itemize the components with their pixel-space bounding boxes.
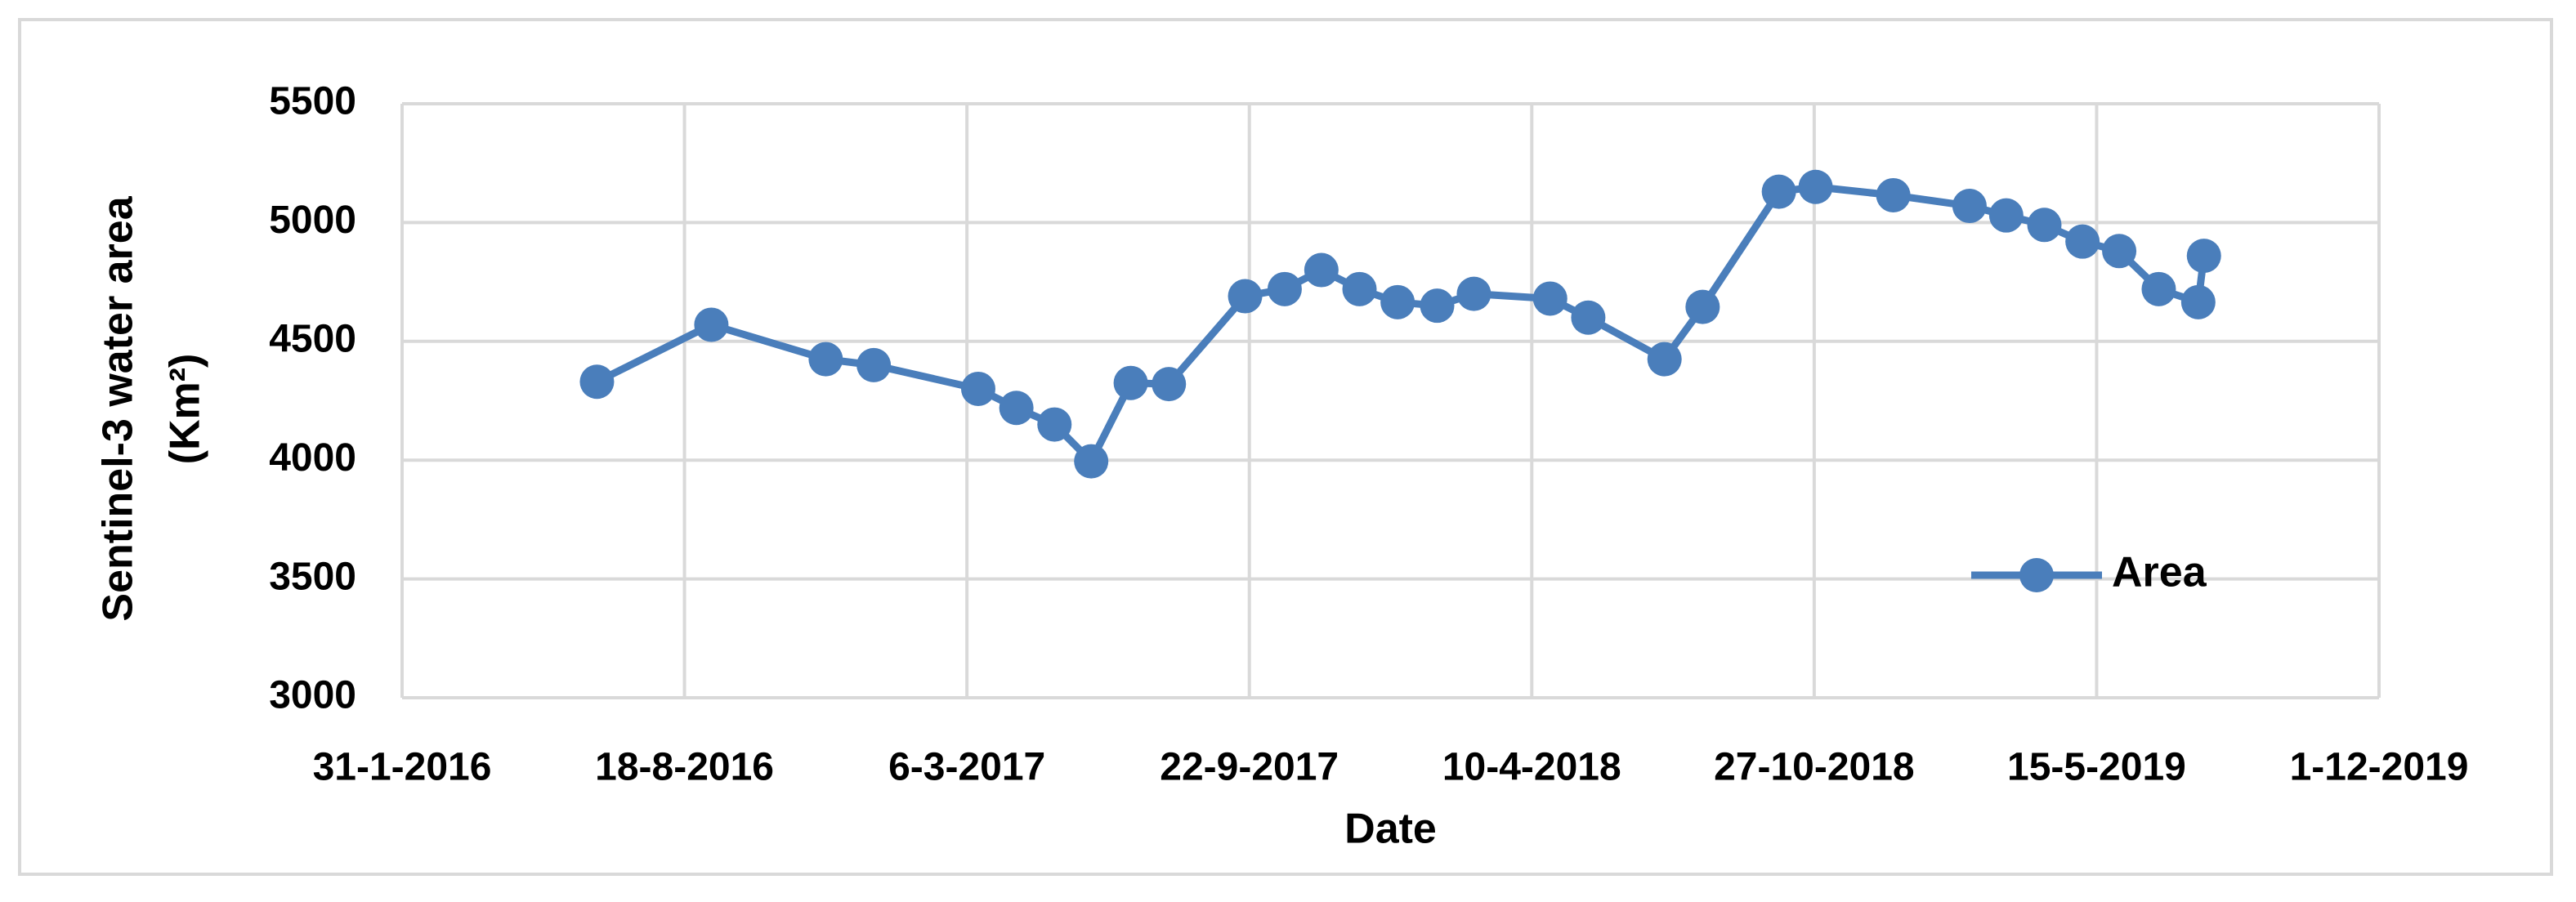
legend-label: Area [2112,549,2207,596]
data-point [1876,177,1911,212]
data-point [1952,189,1987,224]
data-point [1647,342,1682,377]
data-point [1685,289,1720,324]
data-point [1228,279,1263,314]
data-point [1532,281,1568,316]
x-tick-label: 18-8-2016 [595,746,774,789]
chart-border [18,18,2553,876]
data-point [2141,271,2176,306]
y-tick-label: 5000 [269,199,356,242]
data-point [1571,300,1606,335]
data-point [1420,288,1455,324]
y-tick-label: 5500 [269,80,356,123]
data-point [1761,174,1796,209]
legend-marker [2019,558,2054,592]
data-point [694,307,729,342]
data-point [579,364,615,400]
data-point [1988,198,2024,233]
y-axis-title: (Km²) [162,354,209,465]
data-point [856,347,892,382]
x-tick-label: 22-9-2017 [1160,746,1339,789]
data-point [960,371,995,406]
data-point [1798,169,1833,204]
y-tick-label: 3000 [269,674,356,717]
data-point [2102,234,2137,269]
x-tick-label: 10-4-2018 [1442,746,1621,789]
data-point [1304,252,1339,288]
x-tick-label: 6-3-2017 [888,746,1045,789]
data-point [2065,224,2100,259]
data-point [1037,407,1072,442]
y-tick-label: 4500 [269,317,356,360]
data-point [1113,365,1148,400]
data-point [1380,284,1415,319]
x-tick-label: 27-10-2018 [1714,746,1915,789]
y-tick-label: 3500 [269,555,356,598]
data-point [1267,271,1302,306]
data-point [1456,276,1491,311]
data-point [2180,284,2216,319]
x-tick-label: 15-5-2019 [2007,746,2186,789]
data-point [2027,208,2062,243]
data-point [1074,444,1109,479]
data-point [2186,239,2221,274]
data-point [1342,271,1377,306]
x-tick-label: 1-12-2019 [2290,746,2469,789]
data-point [808,342,843,377]
x-tick-label: 31-1-2016 [313,746,492,789]
data-point [1152,367,1187,402]
y-axis-title: Sentinel-3 water area [95,195,142,621]
x-axis-title: Date [1344,806,1437,853]
y-tick-label: 4000 [269,436,356,480]
data-point [999,391,1034,426]
